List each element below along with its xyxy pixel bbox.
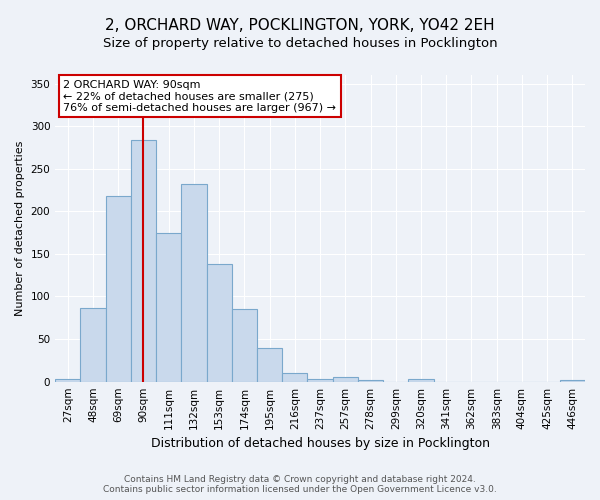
X-axis label: Distribution of detached houses by size in Pocklington: Distribution of detached houses by size … xyxy=(151,437,490,450)
Text: Contains public sector information licensed under the Open Government Licence v3: Contains public sector information licen… xyxy=(103,485,497,494)
Bar xyxy=(156,232,181,382)
Bar xyxy=(257,348,282,382)
Bar xyxy=(560,380,585,382)
Bar xyxy=(409,379,434,382)
Text: 2, ORCHARD WAY, POCKLINGTON, YORK, YO42 2EH: 2, ORCHARD WAY, POCKLINGTON, YORK, YO42 … xyxy=(105,18,495,32)
Bar xyxy=(80,308,106,382)
Bar xyxy=(307,379,332,382)
Bar xyxy=(232,310,257,382)
Text: 2 ORCHARD WAY: 90sqm
← 22% of detached houses are smaller (275)
76% of semi-deta: 2 ORCHARD WAY: 90sqm ← 22% of detached h… xyxy=(63,80,336,113)
Y-axis label: Number of detached properties: Number of detached properties xyxy=(15,140,25,316)
Bar xyxy=(358,380,383,382)
Bar xyxy=(181,184,206,382)
Bar xyxy=(332,376,358,382)
Bar xyxy=(206,264,232,382)
Text: Size of property relative to detached houses in Pocklington: Size of property relative to detached ho… xyxy=(103,38,497,51)
Bar xyxy=(55,379,80,382)
Bar xyxy=(282,373,307,382)
Bar xyxy=(131,140,156,382)
Text: Contains HM Land Registry data © Crown copyright and database right 2024.: Contains HM Land Registry data © Crown c… xyxy=(124,475,476,484)
Bar xyxy=(106,196,131,382)
